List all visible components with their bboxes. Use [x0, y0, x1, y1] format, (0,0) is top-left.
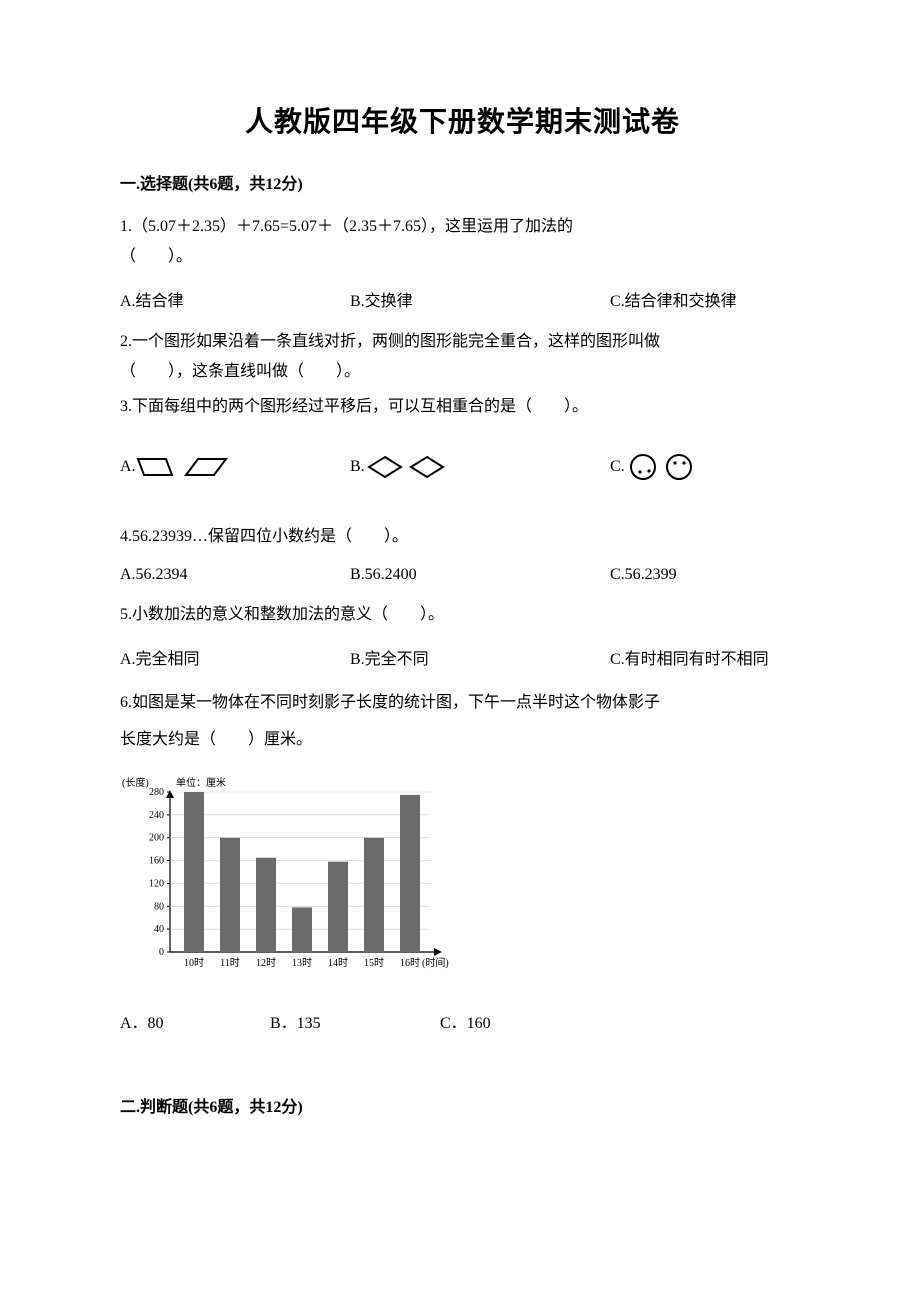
- q5-optA[interactable]: A.完全相同: [120, 645, 350, 669]
- q3-optC[interactable]: C.: [610, 452, 805, 482]
- bar-chart-svg: (长度) 单位：厘米 0 40 80 120 160 200 240 280 10时 11时 12时 13…: [120, 772, 460, 982]
- q3-optB[interactable]: B.: [350, 453, 610, 481]
- svg-text:16时: 16时: [400, 957, 420, 969]
- q3-optB-label: B.: [350, 458, 365, 476]
- shadow-length-chart: (长度) 单位：厘米 0 40 80 120 160 200 240 280 10时 11时 12时 13…: [120, 772, 805, 987]
- svg-text:40: 40: [154, 924, 164, 935]
- exam-title: 人教版四年级下册数学期末测试卷: [120, 100, 805, 140]
- q2-stem-line2: （ ），这条直线叫做（ ）。: [120, 363, 360, 380]
- q1-optB[interactable]: B.交换律: [350, 287, 610, 311]
- section1-header: 一.选择题(共6题，共12分): [120, 170, 805, 194]
- svg-text:(长度): (长度): [122, 776, 149, 789]
- q4-options: A.56.2394 B.56.2400 C.56.2399: [120, 566, 805, 584]
- q3-options: A. B. C.: [120, 452, 805, 482]
- q6-stem-line1: 6.如图是某一物体在不同时刻影子长度的统计图，下午一点半时这个物体影子: [120, 694, 660, 711]
- svg-text:10时: 10时: [184, 957, 204, 969]
- q5-optC[interactable]: C.有时相同有时不相同: [610, 645, 805, 669]
- rhombus-icon: [365, 453, 455, 481]
- svg-text:15时: 15时: [364, 957, 384, 969]
- q6-stem-line2: 长度大约是（ ）厘米。: [120, 731, 312, 748]
- q1-optC[interactable]: C.结合律和交换律: [610, 287, 805, 311]
- q1-stem-line1: 1.（5.07＋2.35）＋7.65=5.07＋（2.35＋7.65），这里运用…: [120, 218, 573, 235]
- q6-options: A．80 B．135 C．160: [120, 1009, 805, 1033]
- q1-options: A.结合律 B.交换律 C.结合律和交换律: [120, 287, 805, 311]
- q1-optA[interactable]: A.结合律: [120, 287, 350, 311]
- svg-text:13时: 13时: [292, 957, 312, 969]
- svg-text:(时间): (时间): [422, 956, 449, 969]
- svg-text:80: 80: [154, 902, 164, 913]
- q3-optC-label: C.: [610, 458, 625, 476]
- q4-stem: 4.56.23939…保留四位小数约是（ ）。: [120, 522, 805, 552]
- q2-stem-line1: 2.一个图形如果沿着一条直线对折，两侧的图形能完全重合，这样的图形叫做: [120, 333, 660, 350]
- svg-text:12时: 12时: [256, 957, 276, 969]
- q4-optB[interactable]: B.56.2400: [350, 566, 610, 584]
- q3-optA-label: A.: [120, 458, 136, 476]
- svg-text:240: 240: [149, 810, 164, 821]
- q1-stem-line2: （ ）。: [120, 248, 192, 265]
- q3-optA[interactable]: A.: [120, 453, 350, 481]
- svg-text:0: 0: [159, 947, 164, 958]
- parallelograms-icon: [136, 453, 236, 481]
- q5-optB[interactable]: B.完全不同: [350, 645, 610, 669]
- q6-optA[interactable]: A．80: [120, 1009, 270, 1033]
- svg-text:160: 160: [149, 856, 164, 867]
- q6-stem: 6.如图是某一物体在不同时刻影子长度的统计图，下午一点半时这个物体影子 长度大约…: [120, 685, 805, 759]
- svg-text:280: 280: [149, 787, 164, 798]
- svg-text:120: 120: [149, 879, 164, 890]
- q5-stem: 5.小数加法的意义和整数加法的意义（ ）。: [120, 600, 805, 630]
- svg-text:200: 200: [149, 833, 164, 844]
- q6-optB[interactable]: B．135: [270, 1009, 440, 1033]
- svg-text:11时: 11时: [220, 957, 240, 969]
- q3-stem: 3.下面每组中的两个图形经过平移后，可以互相重合的是（ ）。: [120, 392, 805, 422]
- circles-dots-icon: [625, 452, 715, 482]
- q5-options: A.完全相同 B.完全不同 C.有时相同有时不相同: [120, 645, 805, 669]
- q4-optC[interactable]: C.56.2399: [610, 566, 805, 584]
- q4-optA[interactable]: A.56.2394: [120, 566, 350, 584]
- section2-header: 二.判断题(共6题，共12分): [120, 1093, 805, 1117]
- svg-text:14时: 14时: [328, 957, 348, 969]
- q2-stem: 2.一个图形如果沿着一条直线对折，两侧的图形能完全重合，这样的图形叫做 （ ），…: [120, 327, 805, 388]
- q6-optC[interactable]: C．160: [440, 1009, 805, 1033]
- svg-text:单位：厘米: 单位：厘米: [176, 776, 226, 789]
- q1-stem: 1.（5.07＋2.35）＋7.65=5.07＋（2.35＋7.65），这里运用…: [120, 212, 805, 273]
